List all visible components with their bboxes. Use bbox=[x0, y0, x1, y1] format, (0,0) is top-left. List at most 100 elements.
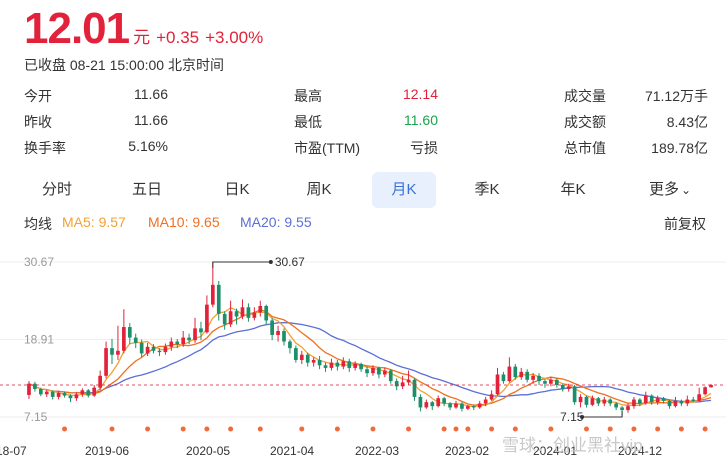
tab-five-day[interactable]: 五日 bbox=[131, 181, 162, 198]
price-change-percent: +3.00% bbox=[205, 28, 264, 47]
candle-body bbox=[234, 311, 239, 317]
candle-body bbox=[679, 400, 684, 404]
event-dot bbox=[465, 426, 471, 432]
candle-body bbox=[430, 402, 435, 407]
candle-body bbox=[98, 375, 102, 388]
candle-body bbox=[412, 379, 417, 397]
event-dot bbox=[299, 426, 305, 432]
candle-body bbox=[697, 394, 702, 401]
tab-yearly-k[interactable]: 年K bbox=[560, 181, 586, 198]
stat-value: 5.16% bbox=[128, 138, 168, 154]
tab-daily-k[interactable]: 日K bbox=[224, 181, 250, 198]
candle-body bbox=[305, 354, 310, 363]
candle-body bbox=[495, 374, 500, 395]
price-change: +0.35 bbox=[156, 28, 200, 47]
candle-body bbox=[246, 307, 251, 318]
candle-body bbox=[507, 366, 512, 382]
candle-body bbox=[323, 365, 328, 368]
candle-body bbox=[181, 337, 186, 345]
candle-body bbox=[638, 399, 642, 404]
tab-quarterly-k[interactable]: 季K bbox=[474, 181, 500, 198]
candle-body bbox=[341, 361, 346, 367]
candle-body bbox=[68, 395, 73, 399]
candle-body bbox=[74, 394, 79, 399]
event-dot bbox=[145, 426, 151, 432]
candle-body bbox=[33, 383, 37, 389]
stat-value: 11.66 bbox=[134, 86, 168, 102]
event-dot bbox=[204, 426, 210, 432]
tab-intraday[interactable]: 分时 bbox=[41, 181, 72, 198]
candle-body bbox=[442, 398, 446, 404]
indicator-legend: 均线 MA5: 9.57 MA10: 9.65 MA20: 9.55 前复权 bbox=[24, 214, 714, 236]
candle-body bbox=[643, 395, 648, 404]
candle-body bbox=[276, 330, 280, 335]
max-marker-dot bbox=[268, 260, 273, 264]
tab-weekly-k[interactable]: 周K bbox=[306, 181, 332, 198]
stat-value: 12.14 bbox=[402, 86, 438, 102]
candle-body bbox=[632, 399, 636, 407]
candle-body bbox=[566, 386, 571, 389]
candle-body bbox=[691, 399, 696, 401]
candle-body bbox=[216, 284, 221, 314]
event-dot bbox=[370, 426, 376, 432]
candle-body bbox=[454, 403, 458, 408]
tab-more[interactable]: 更多 ⌄ bbox=[630, 172, 710, 208]
candle-body bbox=[513, 366, 518, 378]
event-dot bbox=[631, 426, 637, 432]
candle-body bbox=[50, 391, 55, 397]
stat-label: 总市值 bbox=[564, 140, 606, 156]
max-marker-line bbox=[212, 261, 271, 268]
candle-body bbox=[667, 400, 672, 407]
ma5-value: MA5: 9.57 bbox=[62, 214, 126, 230]
candle-body bbox=[139, 342, 144, 354]
ma10-value: MA10: 9.65 bbox=[148, 214, 220, 230]
candle-body bbox=[317, 359, 322, 366]
candle-body bbox=[418, 396, 423, 408]
candle-body bbox=[44, 391, 49, 395]
price-unit: 元 bbox=[133, 28, 151, 47]
candle-body bbox=[27, 383, 31, 395]
candle-body bbox=[270, 320, 274, 335]
candle-body bbox=[311, 359, 316, 363]
ma10-line bbox=[28, 309, 712, 406]
candle-body bbox=[288, 341, 292, 349]
candle-body bbox=[537, 375, 541, 382]
candle-body bbox=[436, 398, 441, 407]
ma5-line bbox=[28, 307, 712, 408]
candle-body bbox=[353, 363, 358, 368]
candle-body bbox=[519, 371, 524, 378]
candle-body bbox=[709, 384, 713, 388]
event-dot bbox=[453, 426, 459, 432]
candle-body bbox=[145, 346, 150, 354]
candle-body bbox=[151, 346, 156, 351]
candle-body bbox=[477, 403, 482, 408]
candle-body bbox=[394, 381, 399, 387]
kline-chart[interactable]: 30.67 18.91 7.15 30.67 7.15 18-07 2019-06 2020-… bbox=[0, 240, 726, 469]
candle-body bbox=[406, 379, 411, 383]
candle-body bbox=[169, 341, 174, 347]
ma20-value: MA20: 9.55 bbox=[240, 214, 312, 230]
candle-body bbox=[685, 399, 690, 404]
candle-body bbox=[655, 398, 660, 403]
candle-body bbox=[222, 313, 227, 325]
candle-body bbox=[554, 379, 559, 386]
candle-body bbox=[228, 311, 233, 325]
candle-body bbox=[626, 406, 630, 411]
candle-body bbox=[543, 381, 547, 384]
stat-value: 8.43亿 bbox=[666, 114, 708, 130]
stat-label: 最高 bbox=[294, 88, 322, 104]
candle-body bbox=[483, 399, 488, 404]
adjust-mode-button[interactable]: 前复权 bbox=[664, 216, 706, 232]
candle-body bbox=[549, 379, 553, 384]
market-status: 已收盘 08-21 15:00:00 北京时间 bbox=[24, 57, 224, 73]
candle-body bbox=[80, 390, 85, 395]
candle-body bbox=[596, 398, 601, 404]
event-dot bbox=[180, 426, 186, 432]
stats-row: 换手率 5.16% 市盈(TTM) 亏损 总市值 189.78亿 bbox=[24, 138, 714, 162]
tab-monthly-k[interactable]: 月K bbox=[372, 172, 436, 208]
event-dot bbox=[406, 426, 412, 432]
candle-body bbox=[377, 367, 381, 375]
candle-body bbox=[620, 407, 624, 411]
x-tick-label: 2019-06 bbox=[85, 444, 129, 458]
candle-body bbox=[703, 387, 707, 395]
